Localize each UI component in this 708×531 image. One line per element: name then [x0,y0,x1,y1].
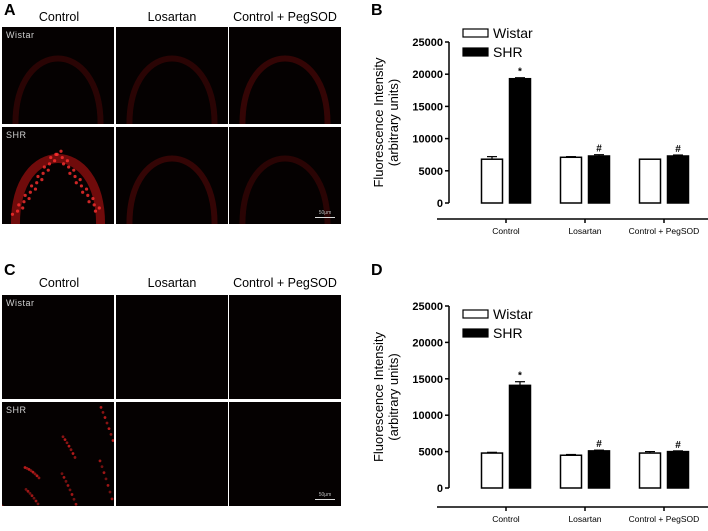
panel-a-col-control: Control [38,10,80,24]
scale-bar-line [315,499,335,500]
panel-b-letter: B [371,2,383,19]
y-tick-label: 0 [437,198,443,210]
panel-c-col-pegsod: Control + PegSOD [233,276,337,290]
chart-b-svg: 0 5000 10000 15000 20000 25000 Fluorescence In… [371,25,708,236]
scale-bar-line [315,217,335,218]
x-tick-label: Control + PegSOD [629,514,700,524]
bar-shr [508,77,532,204]
bar-wistar [480,452,504,489]
y-tick-label: 20000 [412,69,443,81]
row-label-wistar: Wistar [6,298,35,308]
y-tick-label: 10000 [412,410,443,422]
panel-c-col-control: Control [38,276,80,290]
bar-shr [587,155,611,204]
legend-label-wistar: Wistar [493,25,533,41]
micrograph-wistar-losartan [116,27,228,124]
significance-marker: * [518,371,522,382]
bar-shr [666,450,690,489]
row-label-shr: SHR [6,130,27,140]
significance-marker: # [596,144,602,155]
micrograph-shr-losartan [116,127,228,224]
y-tick-label: 5000 [419,166,443,178]
micrograph-wistar-control: Wistar [2,27,114,124]
x-tick-label: Losartan [568,514,601,524]
panel-c-col-losartan: Losartan [147,276,197,290]
legend-swatch-wistar [462,309,489,319]
micrograph-wistar-pegsod [229,295,341,399]
y-axis-label-units: (arbitrary units) [386,79,401,166]
y-tick-label: 20000 [412,337,443,349]
bar-wistar [559,156,583,204]
legend-label-shr: SHR [493,44,523,60]
y-axis-label-units: (arbitrary units) [386,353,401,440]
scale-bar-label: 50μm [318,492,332,498]
bar-shr [508,384,532,489]
panel-a-letter: A [4,2,16,19]
bar-wistar [559,454,583,489]
y-axis-label: Fluorescence Intensity [371,331,386,462]
y-tick-label: 25000 [412,301,443,313]
chart-d-svg: 0 5000 10000 15000 20000 25000 Fluorescence In… [371,301,708,524]
y-tick-label: 10000 [412,134,443,146]
significance-marker: # [675,440,681,451]
x-tick-label: Losartan [568,226,601,236]
micrograph-shr-control: SHR [2,127,114,224]
legend-swatch-wistar [462,28,489,38]
micrograph-wistar-control: Wistar [2,295,114,399]
legend-swatch-shr [462,47,489,57]
significance-marker: # [596,439,602,450]
legend-label-wistar: Wistar [493,306,533,322]
x-tick-label: Control + PegSOD [629,226,700,236]
panel-a-col-pegsod: Control + PegSOD [233,10,337,24]
chart-d: 0 5000 10000 15000 20000 25000 Fluorescence In… [354,260,708,526]
legend-label-shr: SHR [493,325,523,341]
significance-marker: * [518,67,522,78]
micrograph-shr-control: SHR [2,402,114,506]
scale-bar-label: 50μm [318,210,332,216]
row-label-wistar: Wistar [6,30,35,40]
micrograph-shr-pegsod: 50μm [229,402,341,506]
legend-swatch-shr [462,328,489,338]
y-tick-label: 15000 [412,374,443,386]
bar-wistar [638,158,662,204]
micrograph-shr-pegsod: 50μm [229,127,341,224]
y-tick-label: 0 [437,483,443,495]
x-tick-label: Control [492,514,520,524]
y-tick-label: 25000 [412,37,443,49]
row-label-shr: SHR [6,405,27,415]
y-axis-label: Fluorescence Intensity [371,57,386,188]
chart-b: 0 5000 10000 15000 20000 25000 Fluorescence In… [354,0,708,250]
y-tick-label: 15000 [412,101,443,113]
significance-marker: # [675,144,681,155]
bar-wistar [480,158,504,204]
panel-d-letter: D [371,262,383,279]
micrograph-wistar-pegsod [229,27,341,124]
scale-bar: 50μm [315,210,335,218]
scale-bar: 50μm [315,492,335,500]
bar-shr [587,450,611,489]
x-tick-label: Control [492,226,520,236]
bar-shr [666,155,690,204]
y-tick-label: 5000 [419,447,443,459]
panel-a-col-losartan: Losartan [147,10,197,24]
bar-wistar [638,452,662,489]
micrograph-shr-losartan [116,402,228,506]
panel-c-letter: C [4,262,16,279]
micrograph-wistar-losartan [116,295,228,399]
